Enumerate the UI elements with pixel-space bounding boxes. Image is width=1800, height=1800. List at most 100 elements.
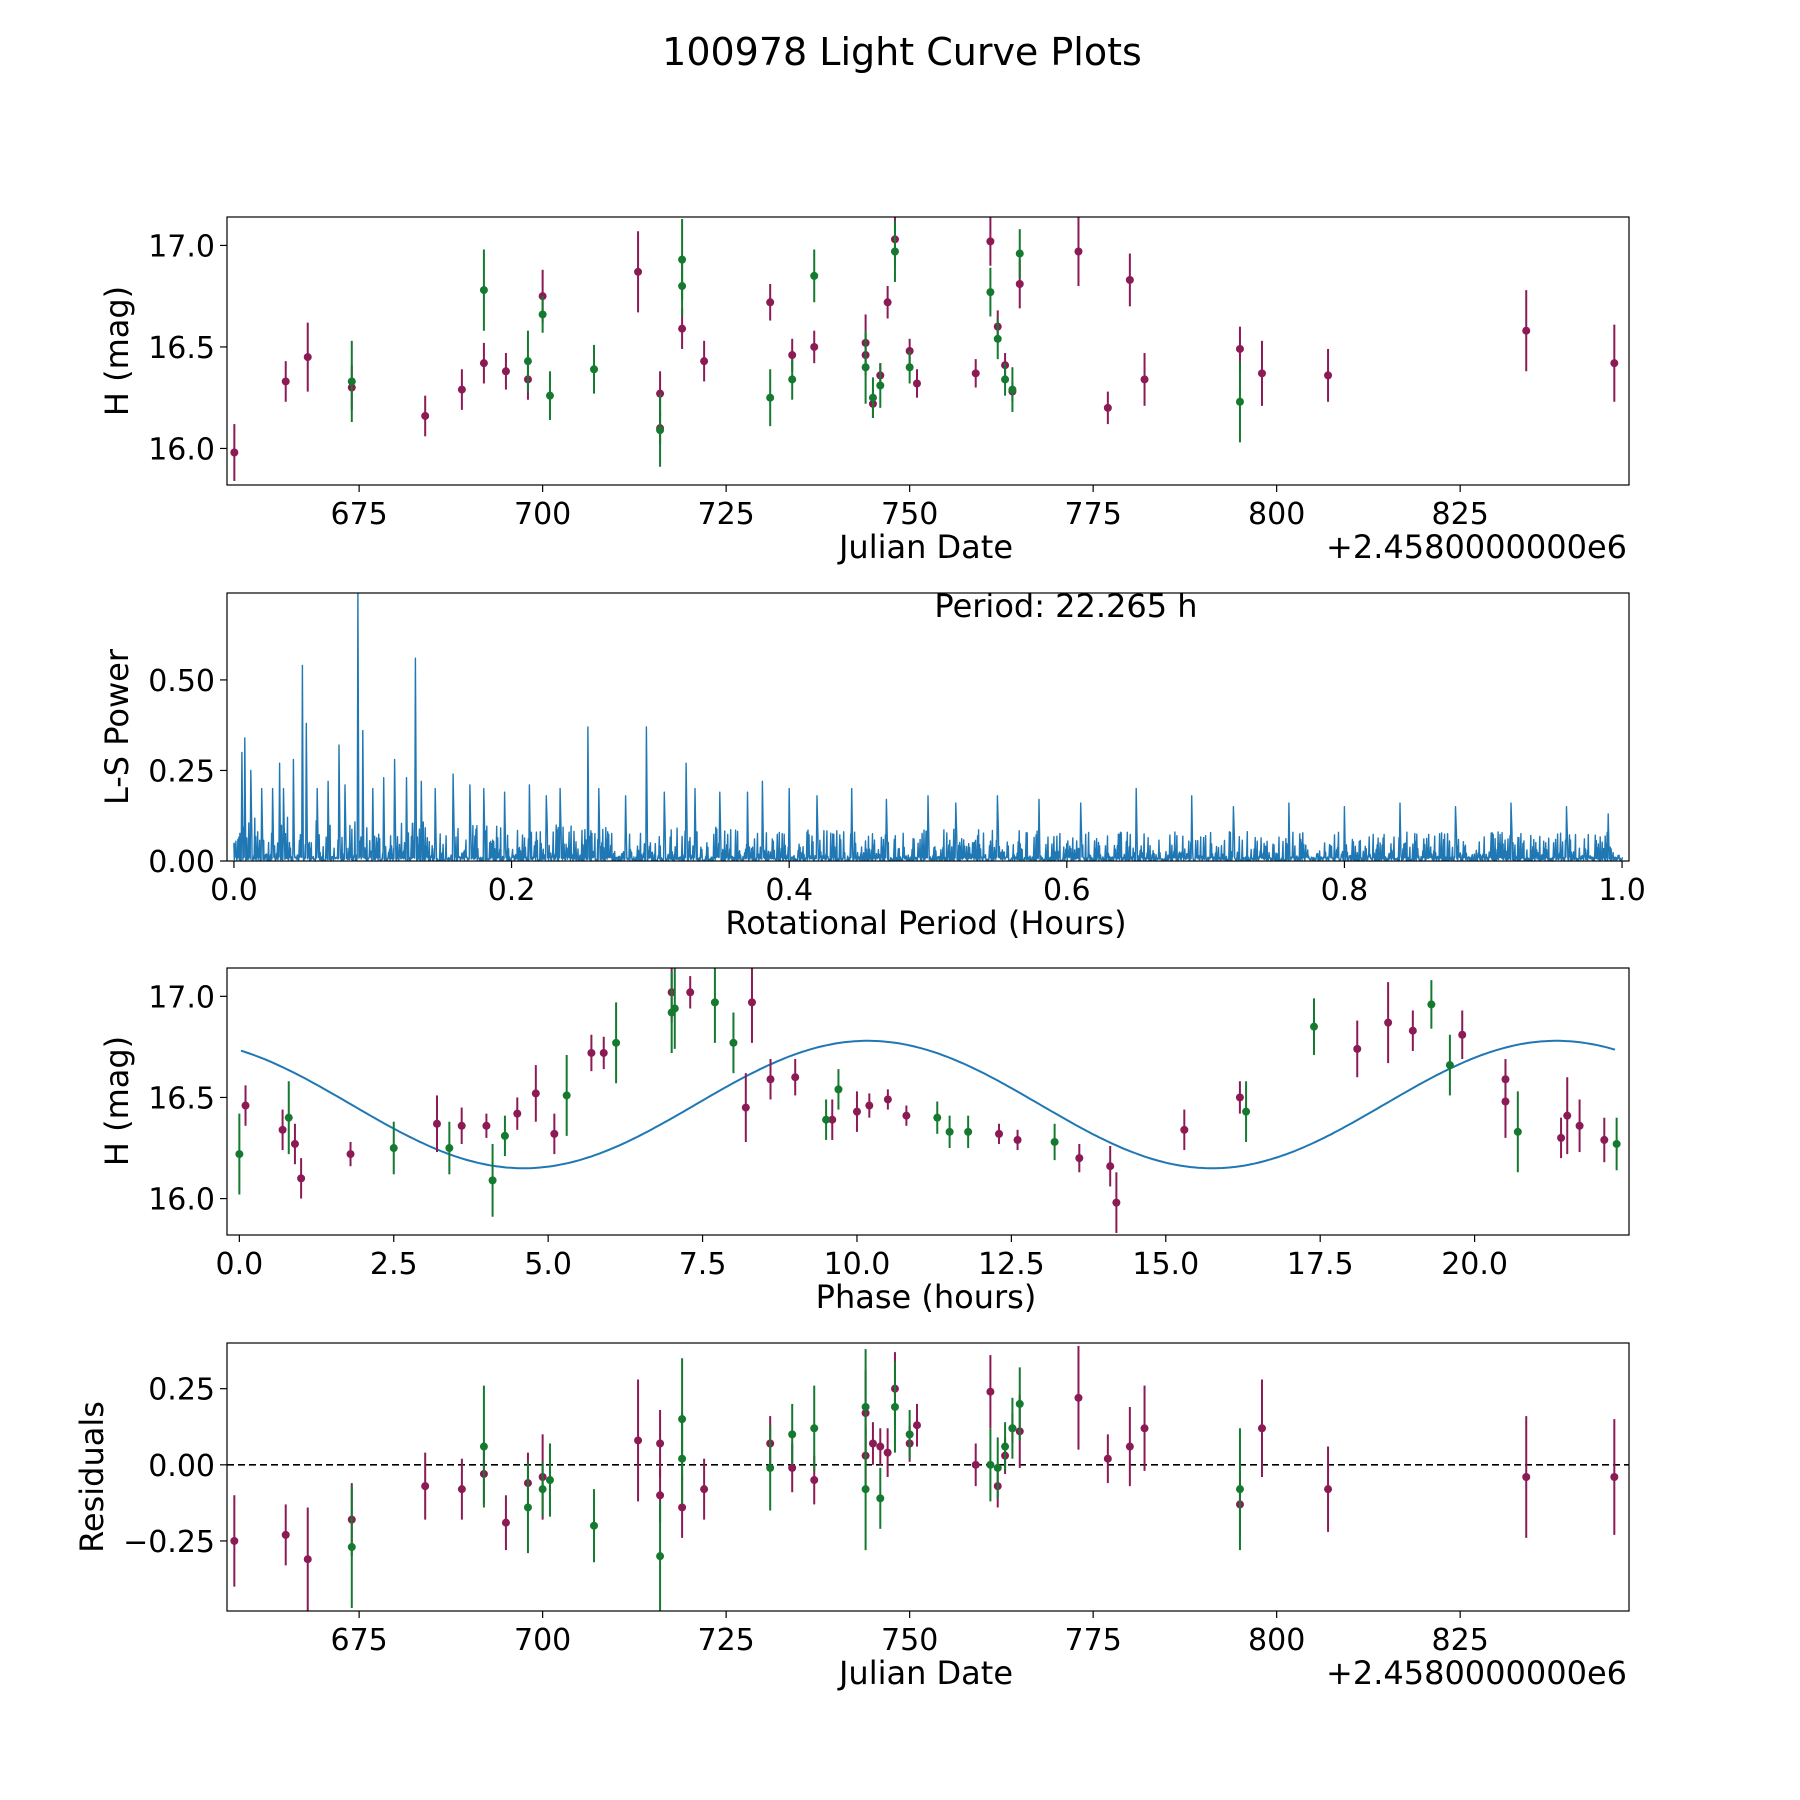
residuals-x-tick-label: 725: [698, 1623, 755, 1658]
phased-x-label: Phase (hours): [816, 1278, 1037, 1316]
filter_a-point: [912, 379, 921, 388]
filter_b-point: [347, 1543, 356, 1552]
filter_a-point: [634, 1436, 643, 1445]
phased-x-tick-label: 10.0: [824, 1247, 891, 1282]
periodogram-x-tick-label: 1.0: [1598, 873, 1646, 908]
residuals-x-tick-label: 800: [1248, 1623, 1305, 1658]
filter_b-point: [656, 426, 665, 435]
filter_b-point: [1001, 1442, 1010, 1451]
filter_a-point: [550, 1129, 559, 1138]
filter_b-point: [1242, 1107, 1251, 1116]
filter_b-point: [986, 288, 995, 297]
filter_a-point: [678, 324, 687, 333]
filter_a-point: [1575, 1121, 1584, 1130]
filter_b-point: [1612, 1139, 1621, 1148]
phased-y-tick-label: 17.0: [148, 980, 215, 1015]
residuals-y-tick-label: 0.25: [148, 1373, 215, 1408]
filter_a-point: [656, 1439, 665, 1448]
phased-x-tick-label: 17.5: [1287, 1247, 1354, 1282]
residuals-y-tick-label: 0.00: [148, 1449, 215, 1484]
lightcurve-x-tick-label: 750: [881, 497, 938, 532]
filter_b-point: [562, 1091, 571, 1100]
filter_b-point: [993, 1463, 1002, 1472]
filter_a-point: [1106, 1162, 1115, 1171]
phased-marks: [235, 968, 1621, 1233]
filter_a-point: [599, 1048, 608, 1057]
filter_a-point: [1408, 1026, 1417, 1035]
filter_b-point: [810, 1424, 819, 1433]
phased-x-tick-label: 15.0: [1132, 1247, 1199, 1282]
filter_b-point: [861, 1485, 870, 1494]
filter_a-point: [1600, 1135, 1609, 1144]
filter_b-point: [986, 1460, 995, 1469]
filter_b-point: [810, 271, 819, 280]
filter_b-point: [538, 310, 547, 319]
filter_b-point: [523, 1503, 532, 1512]
phased-x-tick-label: 5.0: [524, 1247, 572, 1282]
lightcurve-y-tick-label: 16.0: [148, 432, 215, 467]
residuals-x-tick-label: 775: [1065, 1623, 1122, 1658]
filter_a-point: [1103, 1454, 1112, 1463]
filter_a-point: [281, 377, 290, 386]
filter_a-point: [747, 998, 756, 1007]
filter_b-point: [479, 1442, 488, 1451]
filter_a-point: [986, 237, 995, 246]
filter_b-point: [1015, 1399, 1024, 1408]
residuals-y-label: Residuals: [73, 1401, 111, 1553]
filter_b-point: [1235, 1485, 1244, 1494]
filter_b-point: [1001, 375, 1010, 384]
filter_b-point: [890, 247, 899, 256]
filter_b-point: [479, 286, 488, 295]
filter_b-point: [347, 377, 356, 386]
filter_a-point: [1353, 1044, 1362, 1053]
filter_a-point: [912, 1421, 921, 1430]
filter_a-point: [278, 1125, 287, 1134]
filter_a-point: [482, 1121, 491, 1130]
filter_a-point: [1324, 1485, 1333, 1494]
lightcurve-x-tick-label: 725: [698, 497, 755, 532]
filter_b-point: [868, 393, 877, 402]
filter_b-point: [766, 393, 775, 402]
lightcurve-x-label: Julian Date: [837, 528, 1013, 566]
filter_b-point: [389, 1144, 398, 1153]
filter_b-point: [1427, 1000, 1436, 1009]
periodogram-y-tick-label: 0.00: [148, 845, 215, 880]
figure-title: 100978 Light Curve Plots: [662, 30, 1142, 74]
filter_a-point: [1074, 247, 1083, 256]
filter_a-point: [1180, 1125, 1189, 1134]
filter_b-point: [523, 357, 532, 366]
filter_a-point: [1015, 280, 1024, 288]
filter_a-point: [1501, 1097, 1510, 1106]
filter_a-point: [1112, 1198, 1121, 1207]
filter_a-point: [1610, 1473, 1619, 1481]
filter_a-point: [241, 1101, 250, 1110]
filter_b-point: [656, 1552, 665, 1561]
filter_a-point: [883, 1095, 892, 1104]
filter_a-point: [501, 1518, 510, 1527]
filter_b-point: [788, 1430, 797, 1439]
filter_a-point: [457, 1485, 466, 1494]
filter_a-point: [1075, 1154, 1084, 1163]
periodogram-x-label: Rotational Period (Hours): [725, 904, 1126, 942]
filter_b-point: [500, 1131, 509, 1140]
filter_a-point: [656, 1491, 665, 1500]
filter_b-point: [766, 1463, 775, 1472]
filter_a-point: [865, 1101, 874, 1110]
filter_b-point: [788, 375, 797, 384]
filter_b-point: [545, 391, 554, 400]
periodogram-y-tick-label: 0.50: [148, 664, 215, 699]
lightcurve-panel: 675 700 725 750 775 800 825 16.0 16.5 17.0 Julian…: [98, 216, 1630, 566]
filter_a-point: [303, 353, 312, 362]
filter_a-point: [1384, 1018, 1393, 1027]
filter_b-point: [284, 1113, 293, 1122]
filter_a-point: [1140, 1424, 1149, 1433]
filter_a-point: [479, 359, 488, 368]
filter_a-point: [501, 367, 510, 376]
filter_a-point: [678, 1503, 687, 1512]
periodogram-y-tick-label: 0.25: [148, 754, 215, 789]
phased-x-tick-label: 7.5: [679, 1247, 727, 1282]
phased-y-tick-label: 16.5: [148, 1081, 215, 1116]
filter_a-point: [346, 1150, 355, 1159]
filter_a-point: [1235, 1093, 1244, 1102]
